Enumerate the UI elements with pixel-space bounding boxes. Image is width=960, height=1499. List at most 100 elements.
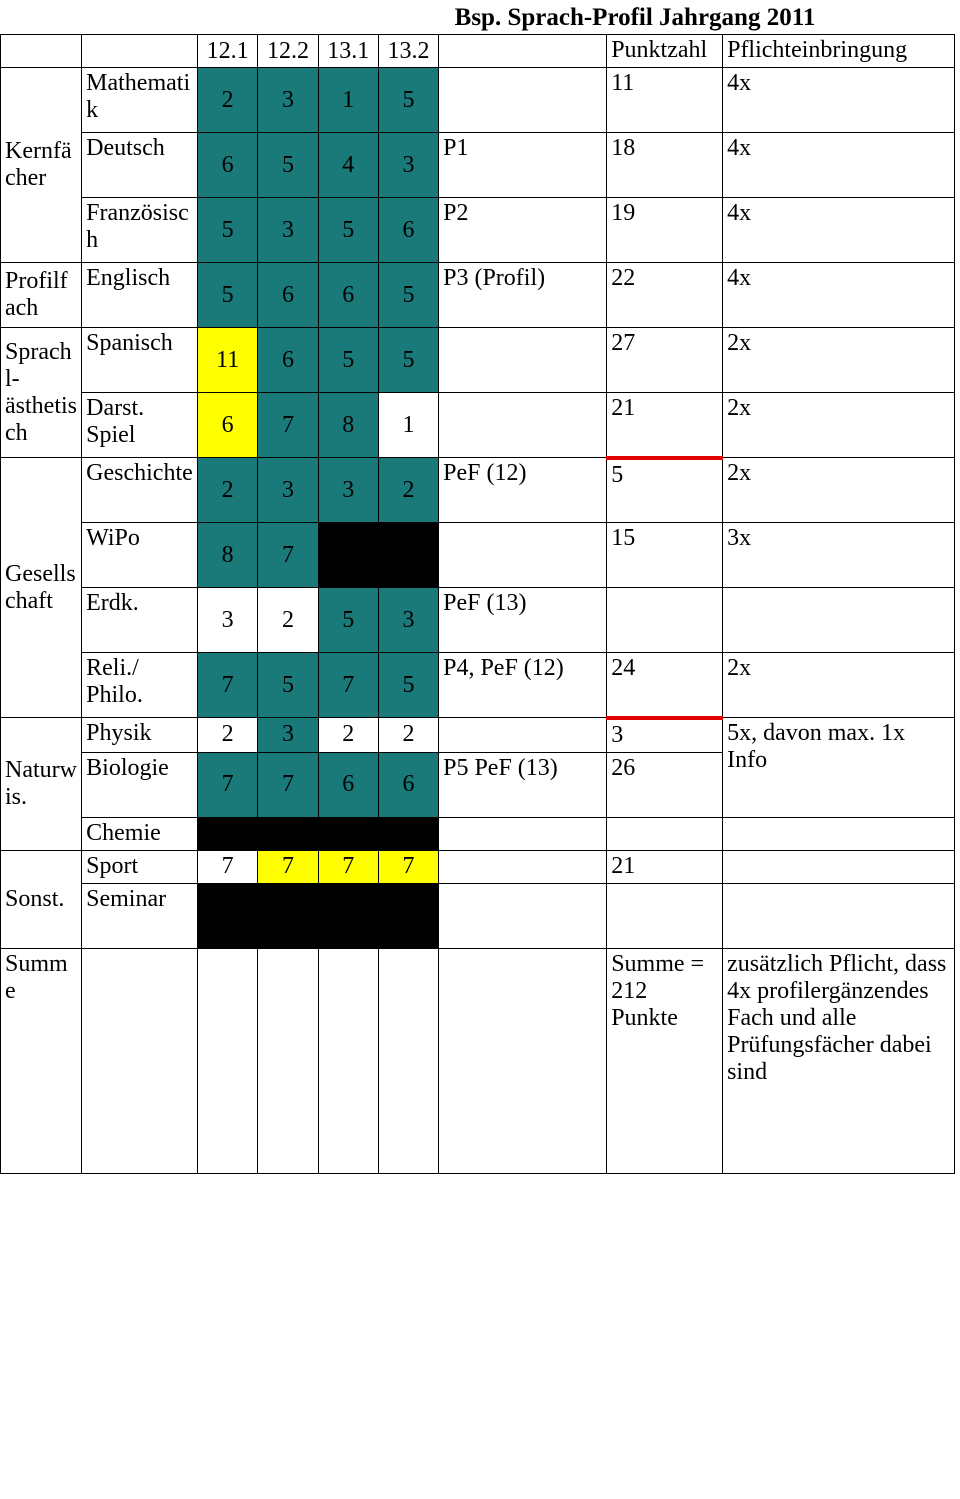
group-gesell: Gesellschaft: [1, 458, 82, 718]
row-mathe: Kernfächer Mathematik 2 3 1 5 11 4x: [1, 68, 955, 133]
label-englisch: Englisch: [82, 263, 198, 328]
p-col: [439, 328, 607, 393]
row-chemie: Chemie: [1, 817, 955, 850]
row-summe: Summe Summe = 212 Punkte zusätzlich Pfli…: [1, 948, 955, 1173]
col-13-2: 13.2: [378, 35, 438, 68]
cell: 5: [318, 588, 378, 653]
p-col: [439, 68, 607, 133]
profile-table: 12.1 12.2 13.1 13.2 Punktzahl Pflichtein…: [0, 34, 955, 1174]
row-reli: Reli./ Philo. 7 5 7 5 P4, PeF (12) 24 2x: [1, 653, 955, 718]
pz-col: 18: [607, 133, 723, 198]
cell: 7: [318, 653, 378, 718]
cell: [258, 883, 318, 948]
cell: 2: [198, 718, 258, 753]
cell: [198, 817, 258, 850]
col-12-2: 12.2: [258, 35, 318, 68]
cell: 7: [198, 850, 258, 883]
pz-col: 26: [607, 752, 723, 817]
cell: 6: [198, 393, 258, 458]
table-header-row: 12.1 12.2 13.1 13.2 Punktzahl Pflichtein…: [1, 35, 955, 68]
row-darst: Darst. Spiel 6 7 8 1 21 2x: [1, 393, 955, 458]
cell: 6: [198, 133, 258, 198]
cell: 5: [378, 653, 438, 718]
p-col: P5 PeF (13): [439, 752, 607, 817]
cell: 6: [378, 752, 438, 817]
pf-col: 4x: [723, 263, 955, 328]
cell: 5: [258, 133, 318, 198]
row-sport: Sonst. Sport 7 7 7 7 21: [1, 850, 955, 883]
label-franz: Französisch: [82, 198, 198, 263]
p-col: [439, 883, 607, 948]
label-deutsch: Deutsch: [82, 133, 198, 198]
cell: 6: [318, 263, 378, 328]
cell: 7: [378, 850, 438, 883]
pz-col: 19: [607, 198, 723, 263]
summary-pz: Summe = 212 Punkte: [607, 948, 723, 1173]
pf-col: 4x: [723, 198, 955, 263]
cell: 7: [198, 752, 258, 817]
label-bio: Biologie: [82, 752, 198, 817]
label-physik: Physik: [82, 718, 198, 753]
p-col: P1: [439, 133, 607, 198]
p-col: PeF (12): [439, 458, 607, 523]
cell: 7: [258, 393, 318, 458]
pz-col: 5: [607, 458, 723, 523]
p-col: P3 (Profil): [439, 263, 607, 328]
cell: 3: [258, 458, 318, 523]
row-geschi: Gesellschaft Geschichte 2 3 3 2 PeF (12)…: [1, 458, 955, 523]
cell: 11: [198, 328, 258, 393]
p-col: P2: [439, 198, 607, 263]
label-spanisch: Spanisch: [82, 328, 198, 393]
row-seminar: Seminar: [1, 883, 955, 948]
cell: 1: [378, 393, 438, 458]
pf-col: 2x: [723, 653, 955, 718]
group-natur: Naturwis.: [1, 718, 82, 851]
cell: 7: [258, 752, 318, 817]
cell: 1: [318, 68, 378, 133]
cell: 2: [318, 718, 378, 753]
pz-col: 11: [607, 68, 723, 133]
p-col: [439, 850, 607, 883]
pf-col: [723, 850, 955, 883]
pf-col: 4x: [723, 133, 955, 198]
cell: 2: [198, 68, 258, 133]
cell: [318, 817, 378, 850]
cell: 8: [318, 393, 378, 458]
cell: [318, 883, 378, 948]
cell: 2: [258, 588, 318, 653]
pz-col: 21: [607, 393, 723, 458]
cell: 3: [378, 133, 438, 198]
p-col: [439, 718, 607, 753]
pf-col: 2x: [723, 328, 955, 393]
pf-col: 5x, davon max. 1x Info: [723, 718, 955, 818]
group-summe: Summe: [1, 948, 82, 1173]
cell: 7: [258, 523, 318, 588]
label-erdk: Erdk.: [82, 588, 198, 653]
pz-col: 27: [607, 328, 723, 393]
cell: 3: [258, 68, 318, 133]
p-col: [439, 393, 607, 458]
cell: 7: [198, 653, 258, 718]
cell: 3: [378, 588, 438, 653]
col-punktzahl: Punktzahl: [607, 35, 723, 68]
label-chemie: Chemie: [82, 817, 198, 850]
cell: 5: [378, 68, 438, 133]
group-sonst: Sonst.: [1, 850, 82, 948]
col-13-1: 13.1: [318, 35, 378, 68]
page-title: Bsp. Sprach-Profil Jahrgang 2011: [310, 0, 960, 34]
cell: [258, 817, 318, 850]
cell: 5: [198, 263, 258, 328]
col-12-1: 12.1: [198, 35, 258, 68]
cell: 2: [378, 718, 438, 753]
pf-col: 4x: [723, 68, 955, 133]
cell: 6: [258, 263, 318, 328]
label-mathe: Mathematik: [82, 68, 198, 133]
row-physik: Naturwis. Physik 2 3 2 2 3 5x, davon max…: [1, 718, 955, 753]
cell: 2: [378, 458, 438, 523]
pz-col: 15: [607, 523, 723, 588]
row-wipo: WiPo 8 7 15 3x: [1, 523, 955, 588]
p-col: [439, 817, 607, 850]
cell: 5: [378, 263, 438, 328]
cell: 5: [198, 198, 258, 263]
cell: 8: [198, 523, 258, 588]
